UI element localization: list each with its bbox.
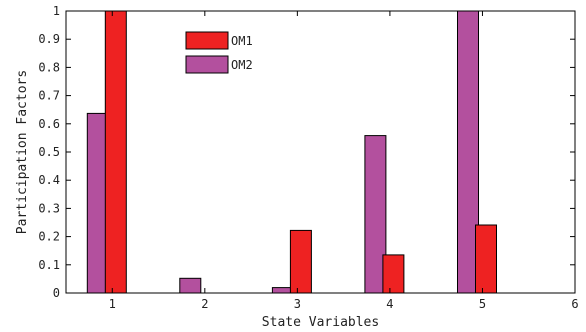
x-tick-label-1: 1 bbox=[109, 297, 116, 311]
legend-label-om2: OM2 bbox=[231, 58, 253, 72]
ticks-group: 1 2 3 4 5 6 0 0.1 0.2 0.3 0.4 0.5 0.6 0.7 0.8 0.9 1 bbox=[38, 4, 578, 311]
x-tick-label-2: 2 bbox=[201, 297, 208, 311]
x-tick-label-6: 6 bbox=[571, 297, 578, 311]
bar-om1-4 bbox=[382, 254, 405, 294]
y-tick-label-0.4: 0.4 bbox=[38, 173, 60, 187]
y-tick-label-0.7: 0.7 bbox=[38, 89, 60, 103]
y-tick-label-0.3: 0.3 bbox=[38, 201, 60, 215]
x-tick-label-4: 4 bbox=[386, 297, 393, 311]
legend-label-om1: OM1 bbox=[231, 34, 253, 48]
y-tick-label-0.9: 0.9 bbox=[38, 32, 60, 46]
legend-swatch-om2 bbox=[185, 55, 229, 74]
bars-group bbox=[86, 10, 497, 294]
bar-om1-1 bbox=[104, 10, 127, 294]
plot-frame bbox=[65, 10, 576, 294]
x-tick-label-3: 3 bbox=[294, 297, 301, 311]
y-tick-label-0.8: 0.8 bbox=[38, 60, 60, 74]
y-tick-label-0.2: 0.2 bbox=[38, 230, 60, 244]
bar-om1-3 bbox=[289, 229, 312, 294]
bar-om1-5 bbox=[475, 224, 497, 294]
y-tick-label-0: 0 bbox=[53, 286, 60, 300]
x-axis-title: State Variables bbox=[262, 315, 379, 330]
y-tick-label-0.6: 0.6 bbox=[38, 117, 60, 131]
bar-om2-2 bbox=[179, 277, 202, 294]
y-tick-label-1: 1 bbox=[53, 4, 60, 18]
y-tick-label-0.1: 0.1 bbox=[38, 258, 60, 272]
y-axis-title: Participation Factors bbox=[15, 70, 30, 234]
y-tick-label-0.5: 0.5 bbox=[38, 145, 60, 159]
x-tick-label-5: 5 bbox=[479, 297, 486, 311]
legend-swatch-om1 bbox=[185, 31, 229, 50]
legend: OM1 OM2 bbox=[185, 31, 253, 74]
